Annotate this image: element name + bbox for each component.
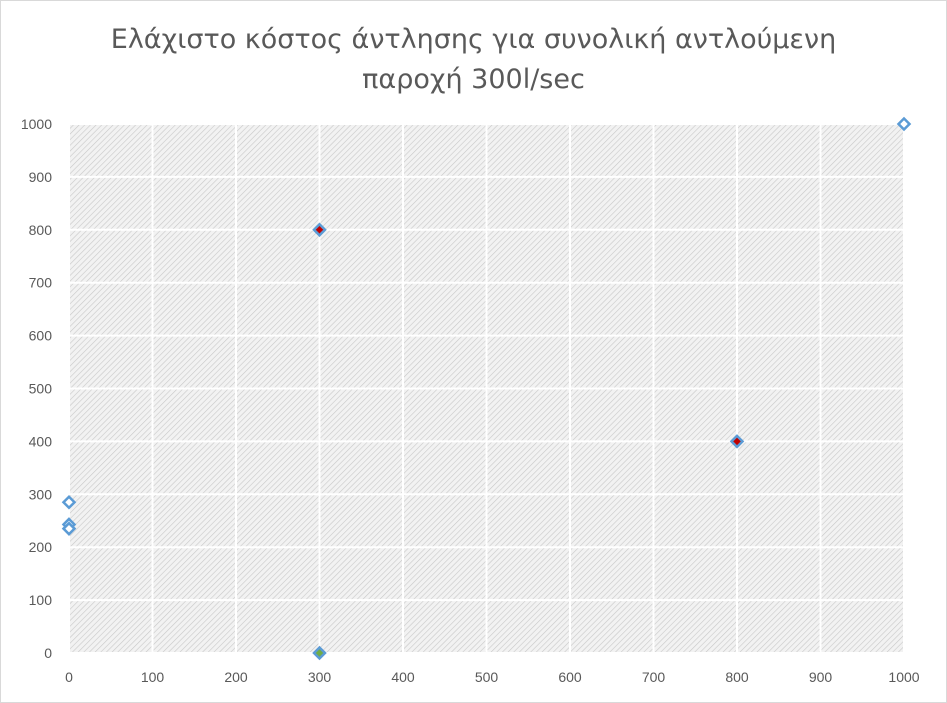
data-point — [312, 645, 327, 661]
x-axis-tick-labels: 0 100 200 300 400 500 600 700 800 900 1000 — [65, 669, 920, 685]
gridlines — [68, 123, 905, 654]
y-tick-label: 500 — [29, 381, 53, 397]
y-tick-label: 600 — [29, 328, 53, 344]
y-tick-label: 100 — [29, 592, 53, 608]
chart-title-line-2: παροχή 300l/sec — [362, 64, 585, 95]
x-tick-label: 400 — [391, 669, 415, 685]
x-tick-label: 700 — [642, 669, 666, 685]
y-axis-tick-labels: 0 100 200 300 400 500 600 700 800 900 1000 — [21, 116, 52, 661]
x-tick-label: 200 — [224, 669, 248, 685]
y-tick-label: 200 — [29, 539, 53, 555]
x-tick-label: 800 — [725, 669, 749, 685]
x-tick-label: 0 — [65, 669, 73, 685]
x-tick-label: 500 — [475, 669, 499, 685]
data-points — [61, 116, 912, 661]
data-point — [312, 222, 327, 238]
y-tick-label: 0 — [44, 645, 52, 661]
x-tick-label: 100 — [141, 669, 165, 685]
x-tick-label: 600 — [558, 669, 582, 685]
data-point — [729, 434, 745, 449]
y-tick-label: 400 — [29, 433, 53, 449]
chart-title: Ελάχιστο κόστος άντλησης για συνολική αν… — [0, 20, 947, 100]
y-tick-label: 300 — [29, 486, 53, 502]
data-point — [61, 521, 77, 536]
data-point — [61, 494, 77, 510]
y-tick-label: 800 — [29, 222, 53, 238]
chart-title-line-1: Ελάχιστο κόστος άντλησης για συνολική αν… — [110, 24, 837, 55]
y-tick-label: 900 — [29, 169, 53, 185]
data-point — [896, 116, 912, 132]
y-tick-label: 1000 — [21, 116, 52, 132]
x-tick-label: 900 — [809, 669, 833, 685]
x-tick-label: 300 — [308, 669, 332, 685]
x-tick-label: 1000 — [888, 669, 919, 685]
y-tick-label: 700 — [29, 275, 53, 291]
